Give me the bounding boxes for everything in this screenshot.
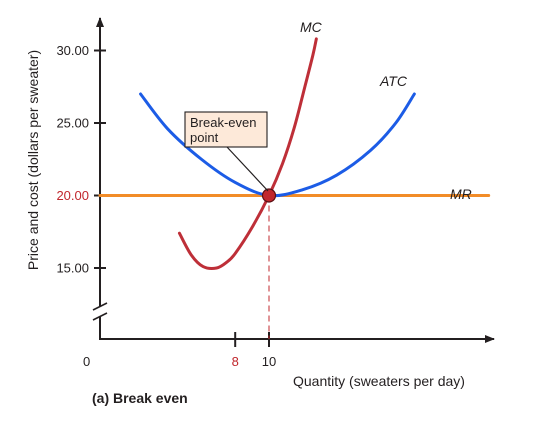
callout-line-2: point [190,130,219,145]
chart-caption: (a) Break even [92,390,188,406]
axis-ticks: 15.00 20.00 25.00 30.00 8 10 [56,43,276,369]
callout-box [184,111,268,148]
origin-label: 0 [83,354,90,369]
series-label-mr: MR [450,186,472,202]
y-axis-title: Price and cost (dollars per sweater) [25,50,41,270]
axis-break-icon [92,302,108,321]
callout-line-1: Break-even [190,115,256,130]
x-tick-label: 8 [232,354,239,369]
curves [98,37,491,339]
break-even-point-marker [261,188,277,203]
y-tick-label: 25.00 [56,116,89,131]
callout-leader-line [226,146,269,192]
y-tick-label: 30.00 [56,43,89,58]
series-label-atc: ATC [379,73,408,89]
x-tick-label: 10 [262,354,276,369]
y-tick-label: 20.00 [56,188,89,203]
x-axis-title: Quantity (sweaters per day) [293,373,465,389]
series-label-mc: MC [300,19,323,35]
series-atc-curve [139,92,416,198]
series-mc-curve [177,37,318,270]
y-tick-label: 15.00 [56,261,89,276]
